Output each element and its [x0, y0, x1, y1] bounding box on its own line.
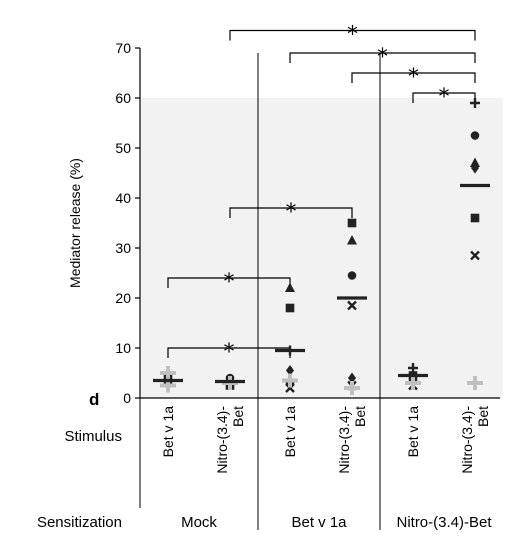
data-point — [282, 373, 298, 388]
category-label: Bet — [352, 406, 368, 427]
data-point — [285, 282, 295, 292]
y-tick-label: 60 — [115, 90, 131, 106]
data-point — [347, 271, 357, 280]
data-point — [405, 376, 421, 390]
significance-star: * — [224, 340, 235, 365]
category-label: Nitro-(3.4)- — [459, 406, 475, 474]
panel-letter: d — [89, 390, 99, 409]
y-tick-label: 50 — [115, 140, 131, 156]
significance-bracket — [229, 207, 353, 218]
significance-brackets: * * * * * * * — [167, 23, 476, 365]
data-point — [286, 365, 294, 376]
category-label: Nitro-(3.4)- — [336, 406, 352, 474]
y-axis-title: Mediator release (%) — [67, 158, 83, 288]
data-point — [344, 381, 360, 395]
data-point — [470, 213, 480, 223]
y-tick-label: 40 — [115, 190, 131, 206]
data-point — [160, 366, 176, 380]
y-tick-label: 20 — [115, 290, 131, 306]
data-point — [471, 162, 479, 174]
data-point — [470, 98, 480, 108]
data-point — [467, 376, 483, 390]
significance-star: * — [286, 200, 297, 225]
median-lines — [153, 183, 490, 384]
sensitization-group-label: Mock — [181, 514, 217, 531]
significance-star: * — [347, 23, 358, 48]
data-point — [470, 250, 480, 261]
data-point — [347, 300, 357, 311]
y-tick-label: 10 — [115, 340, 131, 356]
significance-star: * — [439, 85, 450, 110]
significance-bracket — [289, 52, 476, 63]
category-label: Bet v 1a — [405, 406, 421, 458]
significance-bracket — [351, 72, 476, 83]
category-label: Bet — [230, 406, 246, 427]
significance-bracket — [229, 29, 476, 41]
y-tick-label: 70 — [115, 40, 131, 56]
data-point — [347, 218, 357, 228]
significance-star: * — [224, 270, 235, 295]
stimulus-row-label: Stimulus — [64, 428, 122, 445]
sensitization-group-label: Bet v 1a — [291, 514, 347, 531]
data-point — [348, 372, 356, 384]
y-tick-label: 30 — [115, 240, 131, 256]
y-tick-label: 0 — [123, 390, 131, 406]
group-separators — [139, 53, 381, 530]
data-point — [470, 157, 480, 167]
significance-star: * — [377, 45, 388, 70]
sensitization-row-label: Sensitization — [37, 514, 122, 531]
category-label: Nitro-(3.4)- — [214, 406, 230, 474]
significance-star: * — [408, 65, 419, 90]
category-labels: Bet v 1a Nitro-(3.4)- Bet Bet v 1a Nitro-(3.… — [160, 406, 492, 531]
data-point — [285, 383, 295, 393]
category-label: Bet v 1a — [160, 406, 176, 458]
data-point — [470, 131, 480, 140]
category-label: Bet — [475, 406, 491, 427]
data-point — [285, 303, 295, 313]
sensitization-group-label: Nitro-(3.4)-Bet — [396, 514, 492, 531]
data-point — [347, 235, 357, 245]
category-label: Bet v 1a — [282, 406, 298, 458]
y-axis: 0 10 20 30 40 50 60 70 — [115, 40, 500, 406]
panel-background — [141, 98, 503, 398]
